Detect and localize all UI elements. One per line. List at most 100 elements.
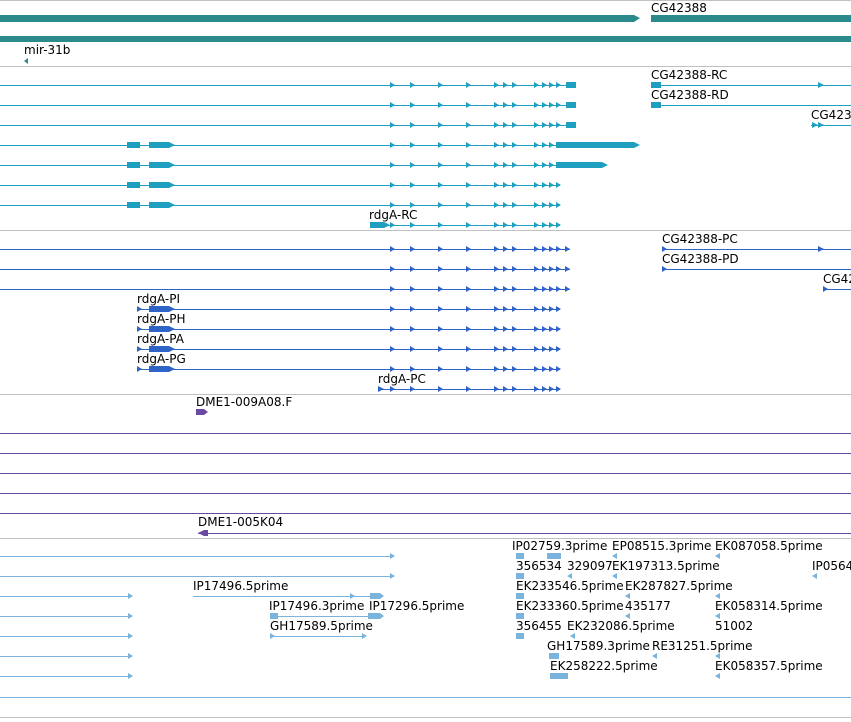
strand-arrow-icon [542, 266, 547, 272]
strand-arrow-icon [494, 202, 499, 208]
est-label-329097: 329097 [567, 559, 613, 573]
strand-arrow-icon [549, 222, 554, 228]
strand-arrow-icon [503, 306, 508, 312]
strand-arrow-icon [549, 286, 554, 292]
strand-arrow-icon [503, 266, 508, 272]
strand-arrow-icon [534, 366, 539, 372]
strand-arrow-icon [556, 102, 561, 108]
strand-arrow-icon [512, 326, 517, 332]
transcript-label-cg42388-rc: CG42388-RC [651, 68, 727, 82]
est-label-435177: 435177 [625, 599, 671, 613]
gene-feature-cg42388[interactable] [651, 15, 851, 22]
strand-arrow-icon [390, 202, 395, 208]
strand-arrow-icon [534, 346, 539, 352]
est-label-ip17496-3prime: IP17496.3prime [269, 599, 364, 613]
strand-arrow-icon [542, 306, 547, 312]
gene-span-bar[interactable] [0, 36, 851, 42]
strand-arrow-icon [494, 386, 499, 392]
mir-31b-feature[interactable] [24, 58, 28, 64]
est-label-ek232086-5prime: EK232086.5prime [567, 619, 675, 633]
strand-arrow-icon [390, 246, 395, 252]
strand-arrow-icon [466, 222, 471, 228]
strand-arrow-icon [466, 326, 471, 332]
protein-label-rdga-pi: rdgA-PI [137, 292, 180, 306]
strand-arrow-icon [556, 346, 561, 352]
strand-arrow-icon [512, 82, 517, 88]
transcript-label-rdga-rc: rdgA-RC [369, 208, 417, 222]
strand-arrow-icon [390, 122, 395, 128]
strand-arrow-icon [466, 102, 471, 108]
strand-arrow-icon [534, 82, 539, 88]
clone-label-009a08: DME1-009A08.F [196, 395, 292, 409]
strand-arrow-icon [438, 366, 443, 372]
strand-arrow-icon [494, 346, 499, 352]
strand-arrow-icon [512, 222, 517, 228]
strand-arrow-icon [410, 82, 415, 88]
strand-arrow-icon [410, 306, 415, 312]
strand-arrow-icon [503, 162, 508, 168]
strand-arrow-icon [549, 366, 554, 372]
strand-arrow-icon [410, 102, 415, 108]
strand-arrow-icon [466, 346, 471, 352]
strand-arrow-icon [390, 346, 395, 352]
strand-arrow-icon [438, 162, 443, 168]
strand-arrow-icon [534, 246, 539, 252]
strand-arrow-icon [534, 162, 539, 168]
protein-track: CG42388-PC CG42388-PD CG42 rdgA-PI rdgA-… [0, 232, 851, 392]
strand-arrow-icon [534, 326, 539, 332]
protein-label-cg42388-pd: CG42388-PD [662, 252, 739, 266]
strand-arrow-icon [390, 182, 395, 188]
strand-arrow-icon [549, 202, 554, 208]
strand-arrow-icon [410, 162, 415, 168]
strand-arrow-icon [512, 306, 517, 312]
strand-arrow-icon [466, 82, 471, 88]
protein-label-rdga-pa: rdgA-PA [137, 332, 185, 346]
strand-arrow-icon [410, 182, 415, 188]
strand-arrow-icon [565, 286, 570, 292]
strand-arrow-icon [438, 326, 443, 332]
protein-label-rdga-pc: rdgA-PC [378, 372, 426, 386]
strand-arrow-icon [542, 82, 547, 88]
strand-arrow-icon [503, 366, 508, 372]
strand-arrow-icon [503, 246, 508, 252]
clone-label-005k04: DME1-005K04 [198, 515, 283, 529]
strand-arrow-icon [549, 386, 554, 392]
clone-feature-005k04[interactable] [198, 530, 208, 536]
gene-label-cg42388: CG42388 [651, 1, 707, 15]
strand-arrow-icon [438, 202, 443, 208]
strand-arrow-icon [503, 82, 508, 88]
strand-arrow-icon [466, 366, 471, 372]
strand-arrow-icon [512, 202, 517, 208]
clone-feature-009a08[interactable] [196, 409, 208, 415]
est-label-ek233546-5prime: EK233546.5prime [516, 579, 624, 593]
strand-arrow-icon [494, 122, 499, 128]
est-label-ek058357-5prime: EK058357.5prime [715, 659, 823, 673]
strand-arrow-icon [410, 222, 415, 228]
strand-arrow-icon [556, 222, 561, 228]
protein-label-cg42388-pc: CG42388-PC [662, 232, 738, 246]
est-label-ip17496-5prime: IP17496.5prime [193, 579, 288, 593]
est-label-ek233360-5prime: EK233360.5prime [516, 599, 624, 613]
est-label-ek058314-5prime: EK058314.5prime [715, 599, 823, 613]
strand-arrow-icon [534, 142, 539, 148]
gene-track: CG42388 mir-31b [0, 1, 851, 64]
protein-label-cg42-cut: CG42 [823, 272, 851, 286]
strand-arrow-icon [534, 266, 539, 272]
strand-arrow-icon [503, 142, 508, 148]
strand-arrow-icon [466, 182, 471, 188]
gene-feature-left[interactable] [0, 15, 640, 22]
strand-arrow-icon [534, 222, 539, 228]
strand-arrow-icon [534, 286, 539, 292]
strand-arrow-icon [556, 366, 561, 372]
clone-track: DME1-009A08.F DME1-005K04 [0, 395, 851, 536]
transcript-track: CG42388-RC CG42388-RD CG423 rdgA-RC [0, 68, 851, 228]
est-label-356534: 356534 [516, 559, 562, 573]
strand-arrow-icon [549, 266, 554, 272]
strand-arrow-icon [556, 246, 561, 252]
transcript-label-cg423-cut: CG423 [811, 108, 851, 122]
strand-arrow-icon [542, 202, 547, 208]
strand-arrow-icon [410, 326, 415, 332]
est-label-51002: 51002 [715, 619, 753, 633]
